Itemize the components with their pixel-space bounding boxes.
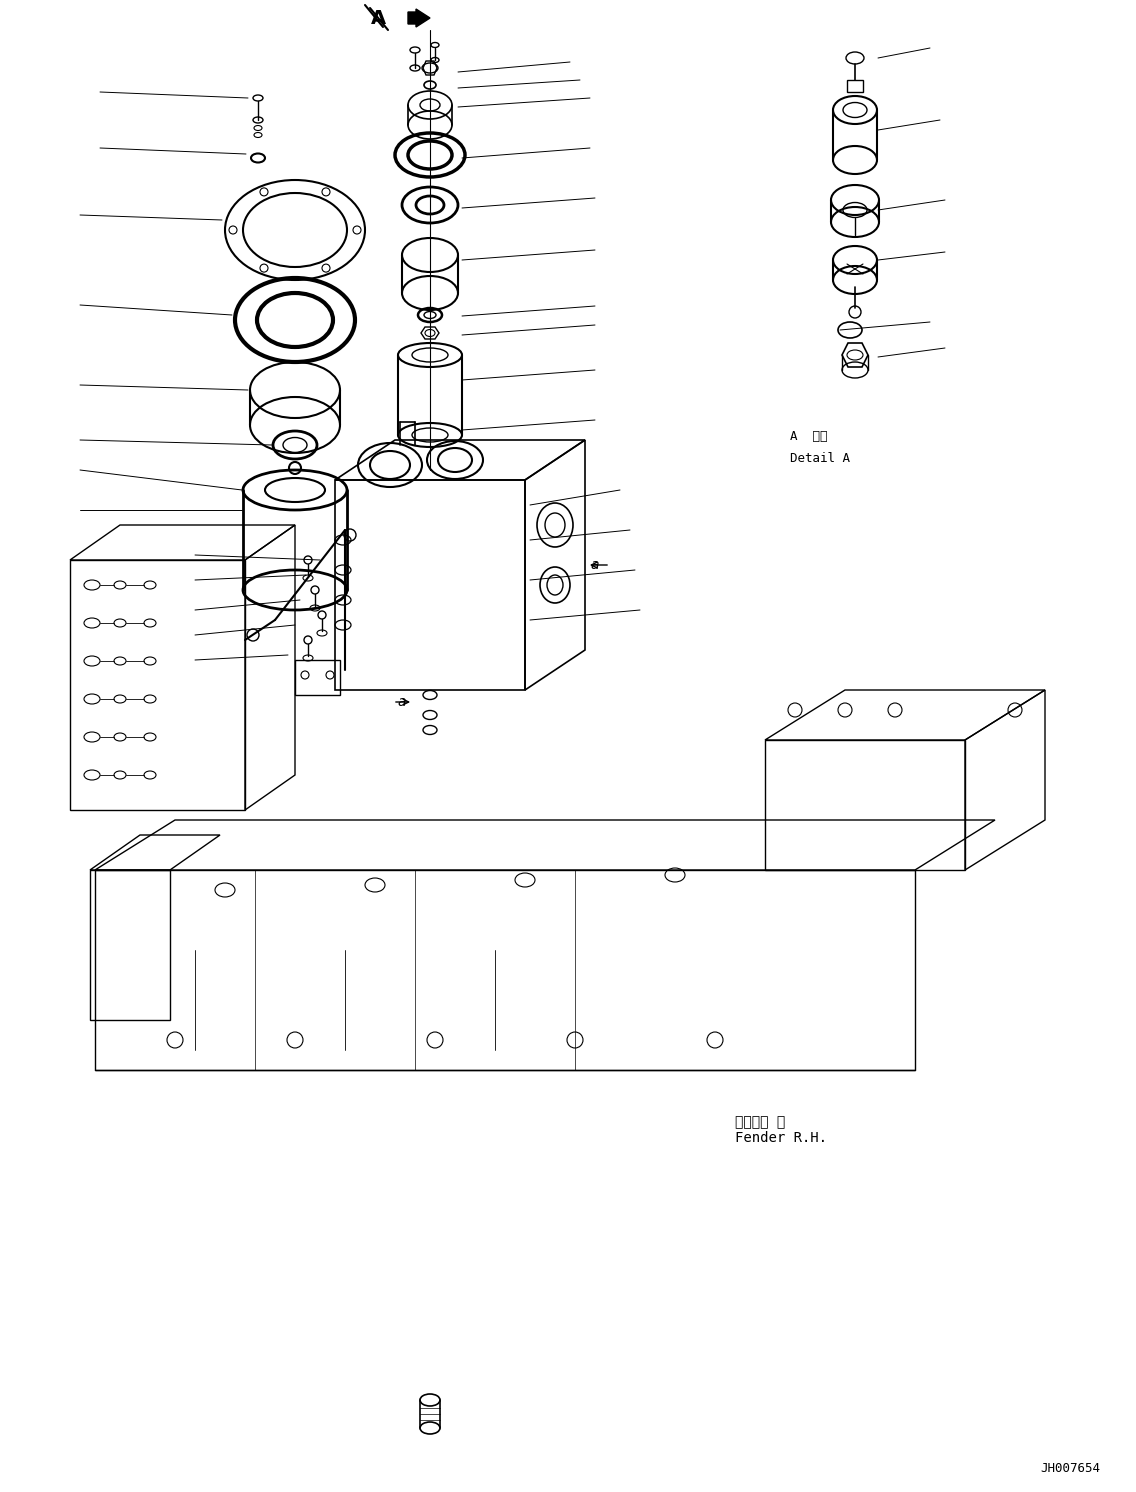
Text: a: a <box>590 558 599 571</box>
Bar <box>335 480 525 689</box>
Text: Detail A: Detail A <box>790 452 850 466</box>
Text: JH007654: JH007654 <box>1039 1462 1100 1476</box>
Text: A  詳細: A 詳細 <box>790 430 827 443</box>
Text: A: A <box>370 9 385 27</box>
Text: a: a <box>396 695 406 709</box>
FancyArrow shape <box>408 9 431 27</box>
Text: フェンダ 右
Fender R.H.: フェンダ 右 Fender R.H. <box>735 1115 827 1146</box>
